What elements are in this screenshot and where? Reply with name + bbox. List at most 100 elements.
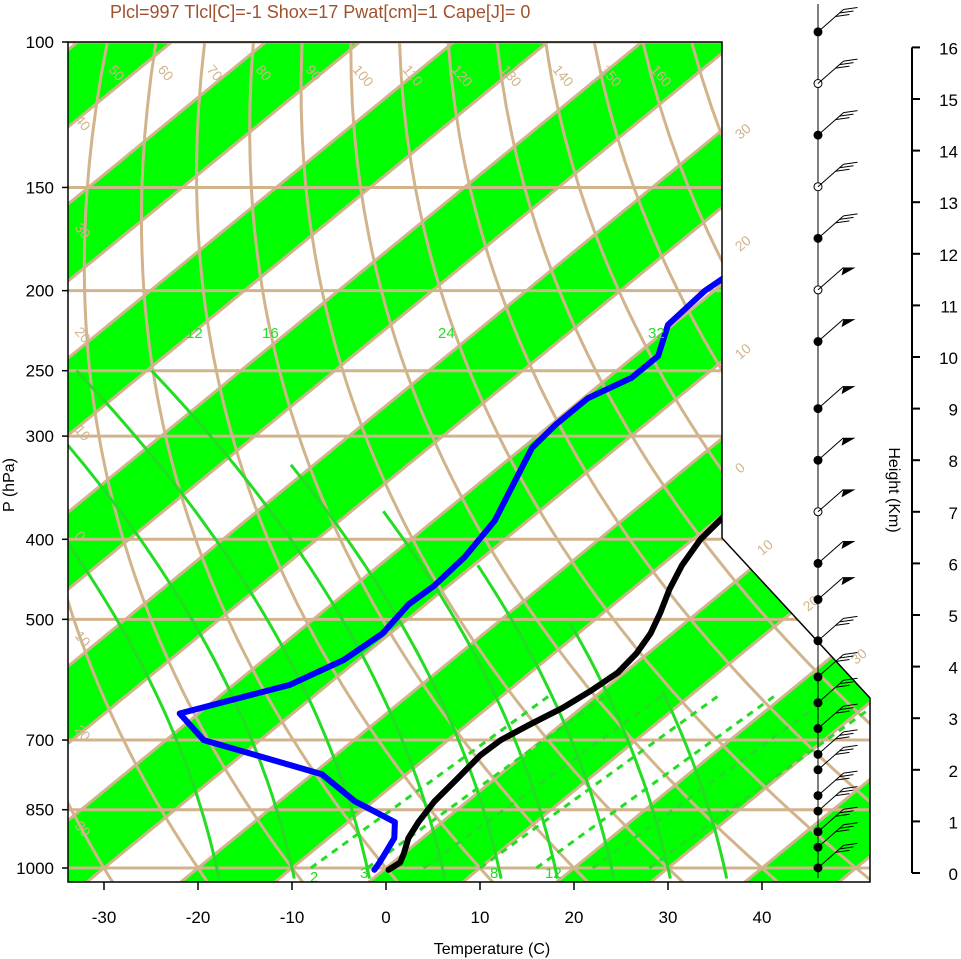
height-tick-label: 2 [949, 762, 958, 781]
y-tick-label: 200 [26, 282, 54, 301]
mixing-ratio-line [366, 695, 606, 870]
x-tick-label: 0 [381, 908, 390, 927]
wind-feather [835, 65, 850, 69]
wind-pennant [841, 267, 856, 276]
isotherm-label: 10 [732, 340, 754, 362]
wind-barb [817, 163, 844, 188]
isotherm-line [68, 42, 412, 882]
y-tick-label: 300 [26, 427, 54, 446]
wind-barb [817, 654, 844, 678]
y-axis-label: P (hPa) [1, 458, 18, 512]
wind-feather [843, 703, 858, 707]
x-tick-label: 20 [565, 908, 584, 927]
wind-feather [835, 220, 850, 224]
green-band [273, 42, 870, 882]
wind-feather [835, 793, 850, 797]
wind-feather [839, 681, 854, 685]
wind-feather [835, 849, 850, 853]
low-label: 8 [490, 865, 498, 882]
plot-frame [67, 41, 871, 883]
height-axis-label: Height (Km) [885, 447, 902, 532]
low-label: 2 [310, 869, 318, 886]
moist-adiabat [660, 690, 729, 879]
height-tick-label: 12 [939, 246, 958, 265]
wind-feather [835, 777, 850, 781]
moist-adiabat [476, 564, 616, 879]
isotherm-line [68, 42, 788, 882]
isotherm-line [68, 42, 318, 882]
dry-adiabat [398, 42, 870, 882]
x-tick-label: 10 [471, 908, 490, 927]
wind-feather [839, 619, 854, 623]
wind-barb [817, 705, 844, 729]
wind-feather [835, 13, 850, 17]
wind-feather [839, 810, 854, 814]
wind-feather [835, 813, 850, 817]
wind-barb [817, 772, 844, 796]
height-tick-label: 1 [949, 813, 958, 832]
y-tick-label: 250 [26, 362, 54, 381]
wind-feather [839, 825, 854, 829]
height-tick-label: 9 [949, 401, 958, 420]
wind-barb [817, 215, 844, 239]
y-tick-label: 850 [26, 801, 54, 820]
x-tick-label: 30 [659, 908, 678, 927]
x-tick-label: 40 [753, 908, 772, 927]
wind-feather [843, 677, 858, 681]
dry-adiabat [544, 42, 870, 882]
moist-adiabat [289, 463, 503, 879]
wind-feather [839, 846, 854, 850]
wind-feather [835, 658, 850, 662]
wind-pennant [841, 577, 856, 586]
wind-feather [843, 161, 858, 165]
green-band [68, 42, 787, 882]
y-tick-label: 100 [26, 33, 54, 52]
wind-pennant [841, 540, 856, 549]
wind-feather [835, 829, 850, 833]
mixing-ratio-line [309, 695, 550, 870]
wind-feather [835, 710, 850, 714]
moist-adiabat [382, 510, 559, 879]
wind-feather [843, 110, 858, 114]
height-tick-label: 16 [939, 39, 958, 58]
wind-barb [817, 679, 844, 704]
isotherm-label: 60 [155, 62, 177, 84]
height-tick-label: 4 [949, 659, 958, 678]
isotherm-line [366, 42, 870, 882]
moist-adiabat [150, 369, 447, 879]
height-tick-label: 13 [939, 194, 958, 213]
dry-adiabat [68, 42, 116, 882]
wind-feather [839, 748, 854, 752]
wind-barb [817, 540, 844, 564]
wind-feather [843, 729, 858, 733]
wind-feather [839, 707, 854, 711]
isotherm-line [84, 42, 870, 882]
height-tick-label: 3 [949, 710, 958, 729]
height-tick-label: 15 [939, 91, 958, 110]
y-tick-label: 150 [26, 178, 54, 197]
wind-feather [843, 770, 858, 774]
wind-feather [835, 168, 850, 172]
wind-barb [817, 788, 844, 812]
y-tick-label: 1000 [16, 859, 54, 878]
x-tick-label: -10 [280, 908, 305, 927]
wind-feather [835, 117, 850, 121]
wind-barb [817, 267, 844, 291]
height-tick-label: 14 [939, 143, 958, 162]
wind-barb [817, 824, 844, 848]
wind-feather [839, 10, 854, 14]
wind-feather [839, 789, 854, 793]
dry-adiabat [68, 42, 212, 882]
green-band [68, 42, 599, 882]
wind-barb [817, 746, 844, 771]
moist-adiabat [68, 369, 296, 879]
isotherm-line [460, 42, 870, 882]
wind-feather [843, 806, 858, 810]
wind-barb [817, 808, 844, 833]
wind-feather [835, 684, 850, 688]
dry-adiabat [446, 42, 870, 882]
low-label: 3 [360, 865, 368, 882]
mixing-ratio-line [535, 695, 775, 870]
